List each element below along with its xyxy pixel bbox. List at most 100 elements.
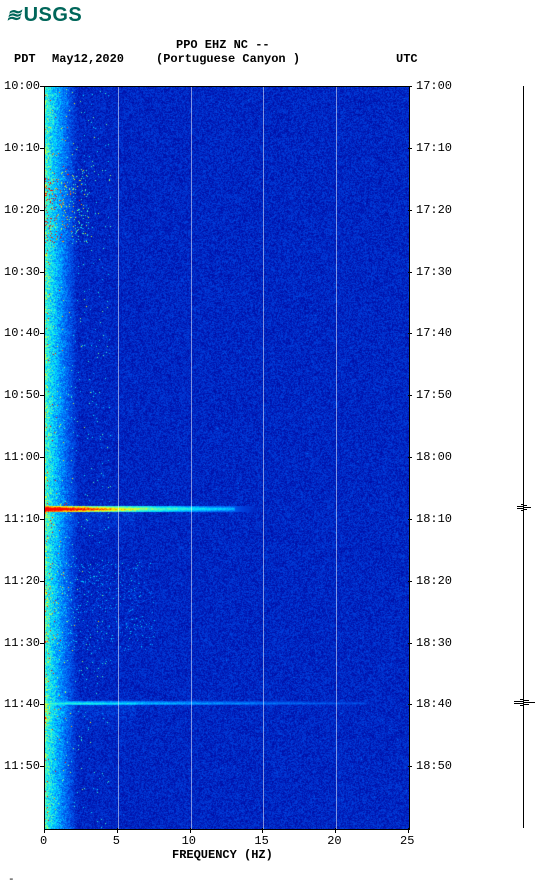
seismogram-wiggle (523, 534, 524, 535)
left-time-tick: 10:20 (4, 203, 40, 217)
gridline (118, 87, 119, 829)
seismogram-wiggle (523, 596, 524, 597)
seismogram-wiggle (523, 528, 524, 529)
seismogram-wiggle (523, 780, 524, 781)
seismogram-wiggle (523, 640, 524, 641)
seismogram-wiggle (523, 172, 524, 173)
seismogram-wiggle (523, 386, 524, 387)
seismogram-wiggle (523, 622, 524, 623)
seismogram-wiggle (523, 440, 524, 441)
left-tick-mark (40, 581, 44, 582)
seismogram-wiggle (523, 266, 524, 267)
seismogram-spike (523, 700, 529, 701)
seismogram-wiggle (523, 268, 524, 269)
seismogram-wiggle (523, 336, 524, 337)
left-tick-mark (40, 86, 44, 87)
seismogram-wiggle (523, 644, 524, 645)
seismogram-wiggle (523, 256, 524, 257)
seismogram-wiggle (523, 278, 524, 279)
seismogram-wiggle (523, 168, 524, 169)
seismogram-wiggle (523, 146, 524, 147)
seismogram-wiggle (523, 108, 524, 109)
seismogram-wiggle (523, 610, 524, 611)
seismogram-wiggle (523, 726, 524, 727)
right-time-tick: 17:30 (416, 265, 452, 279)
seismogram-wiggle (523, 426, 524, 427)
seismogram-wiggle (523, 476, 524, 477)
seismogram-wiggle (523, 258, 524, 259)
seismogram-wiggle (523, 284, 524, 285)
seismogram-wiggle (523, 632, 524, 633)
spectrogram-plot (44, 86, 410, 830)
right-time-tick: 17:00 (416, 79, 452, 93)
seismogram-wiggle (523, 718, 524, 719)
seismogram-wiggle (523, 674, 524, 675)
seismogram-wiggle (523, 310, 524, 311)
seismogram-wiggle (523, 790, 524, 791)
seismogram-wiggle (523, 598, 524, 599)
x-tick-mark (262, 828, 263, 833)
usgs-logo: ≋USGS (6, 4, 82, 27)
seismogram-wiggle (523, 584, 524, 585)
seismogram-wiggle (523, 758, 524, 759)
seismogram-wiggle (523, 522, 524, 523)
seismogram-wiggle (523, 392, 524, 393)
seismogram-wiggle (523, 678, 524, 679)
seismogram-wiggle (523, 638, 524, 639)
seismogram-wiggle (523, 456, 524, 457)
usgs-logo-text: USGS (24, 4, 83, 26)
seismogram-wiggle (523, 642, 524, 643)
seismogram-wiggle (523, 538, 524, 539)
seismogram-wiggle (523, 220, 524, 221)
seismogram-wiggle (523, 248, 524, 249)
seismogram-wiggle (523, 312, 524, 313)
right-time-tick: 18:10 (416, 512, 452, 526)
seismogram-wiggle (523, 442, 524, 443)
seismogram-wiggle (523, 696, 524, 697)
seismogram-wiggle (523, 646, 524, 647)
right-tick-mark (408, 519, 412, 520)
seismogram-spike (514, 701, 523, 702)
seismogram-wiggle (523, 394, 524, 395)
right-tick-mark (408, 766, 412, 767)
seismogram-wiggle (523, 356, 524, 357)
seismogram-wiggle (523, 514, 524, 515)
seismogram-wiggle (523, 444, 524, 445)
seismogram-wiggle (523, 794, 524, 795)
x-tick-label: 25 (400, 834, 414, 848)
seismogram-spike (520, 705, 523, 706)
seismogram-wiggle (523, 200, 524, 201)
seismogram-wiggle (523, 192, 524, 193)
seismogram-wiggle (523, 136, 524, 137)
seismogram-wiggle (523, 316, 524, 317)
seismogram-wiggle (523, 694, 524, 695)
seismogram-wiggle (523, 658, 524, 659)
right-time-tick: 18:00 (416, 450, 452, 464)
left-time-tick: 10:30 (4, 265, 40, 279)
seismogram-wiggle (523, 602, 524, 603)
right-time-tick: 17:10 (416, 141, 452, 155)
seismogram-wiggle (523, 166, 524, 167)
x-tick-label: 20 (327, 834, 341, 848)
seismogram-wiggle (523, 122, 524, 123)
seismogram-wiggle (523, 770, 524, 771)
right-tick-mark (408, 704, 412, 705)
seismogram-wiggle (523, 196, 524, 197)
seismogram-wiggle (523, 656, 524, 657)
pdt-label: PDT (14, 52, 36, 66)
seismogram-wiggle (523, 142, 524, 143)
seismogram-wiggle (523, 730, 524, 731)
seismogram-wiggle (523, 480, 524, 481)
seismogram-wiggle (523, 698, 524, 699)
left-time-tick: 11:30 (4, 636, 40, 650)
spectrogram-canvas (45, 87, 409, 829)
seismogram-wiggle (523, 630, 524, 631)
seismogram-wiggle (523, 546, 524, 547)
seismogram-wiggle (523, 150, 524, 151)
x-tick-label: 5 (113, 834, 120, 848)
seismogram-wiggle (523, 112, 524, 113)
seismogram-wiggle (523, 160, 524, 161)
seismogram-wiggle (523, 202, 524, 203)
seismogram-wiggle (523, 604, 524, 605)
seismogram-wiggle (523, 276, 524, 277)
